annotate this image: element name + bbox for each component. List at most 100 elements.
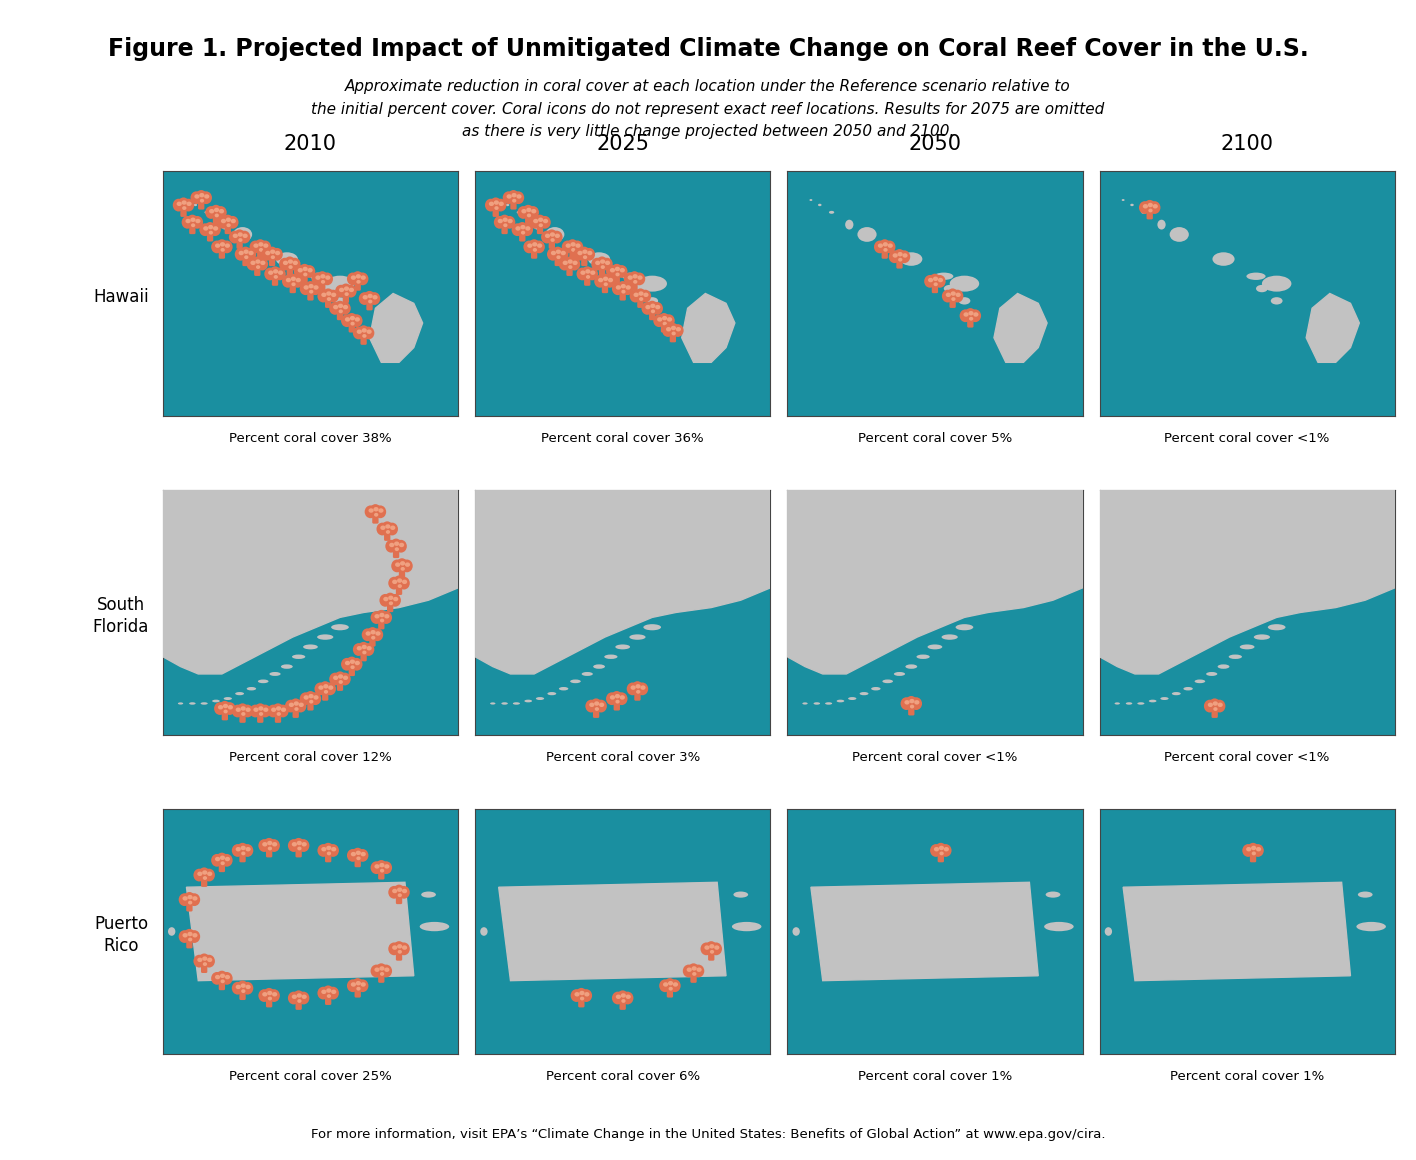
- Ellipse shape: [327, 290, 338, 303]
- Ellipse shape: [620, 284, 626, 289]
- Ellipse shape: [232, 844, 244, 857]
- Ellipse shape: [310, 282, 321, 295]
- Ellipse shape: [222, 215, 234, 227]
- Ellipse shape: [1256, 847, 1262, 851]
- Ellipse shape: [204, 194, 210, 198]
- Ellipse shape: [259, 712, 263, 716]
- Ellipse shape: [633, 280, 637, 284]
- Text: Figure 1. Projected Impact of Unmitigated Climate Change on Coral Reef Cover in : Figure 1. Projected Impact of Unmitigate…: [108, 37, 1308, 61]
- Ellipse shape: [235, 985, 241, 989]
- Ellipse shape: [673, 983, 678, 987]
- Ellipse shape: [581, 254, 589, 261]
- Ellipse shape: [398, 585, 402, 588]
- Ellipse shape: [239, 247, 251, 260]
- Polygon shape: [370, 293, 422, 362]
- FancyBboxPatch shape: [321, 693, 329, 701]
- Ellipse shape: [361, 645, 367, 650]
- Ellipse shape: [303, 267, 307, 271]
- Ellipse shape: [344, 292, 348, 296]
- Ellipse shape: [848, 697, 857, 699]
- FancyBboxPatch shape: [1147, 211, 1153, 219]
- Ellipse shape: [600, 266, 605, 269]
- Ellipse shape: [1104, 927, 1112, 936]
- Ellipse shape: [266, 247, 278, 260]
- Ellipse shape: [341, 291, 350, 298]
- Ellipse shape: [542, 219, 548, 223]
- Text: Percent coral cover 38%: Percent coral cover 38%: [229, 432, 392, 445]
- FancyBboxPatch shape: [637, 299, 643, 307]
- Ellipse shape: [200, 960, 208, 967]
- Text: Percent coral cover 12%: Percent coral cover 12%: [229, 751, 392, 764]
- Ellipse shape: [1148, 201, 1161, 213]
- Ellipse shape: [521, 209, 527, 213]
- Ellipse shape: [937, 278, 943, 282]
- Ellipse shape: [668, 981, 673, 986]
- Ellipse shape: [300, 693, 312, 705]
- Ellipse shape: [304, 691, 316, 704]
- Ellipse shape: [313, 695, 319, 699]
- Ellipse shape: [270, 274, 279, 281]
- Ellipse shape: [607, 278, 613, 282]
- Ellipse shape: [643, 624, 661, 630]
- Ellipse shape: [1160, 697, 1168, 699]
- Ellipse shape: [346, 285, 357, 298]
- Ellipse shape: [1357, 922, 1386, 931]
- Ellipse shape: [582, 249, 588, 254]
- FancyBboxPatch shape: [1250, 854, 1256, 862]
- Ellipse shape: [547, 230, 558, 242]
- Ellipse shape: [1148, 209, 1153, 212]
- Ellipse shape: [255, 703, 266, 716]
- Ellipse shape: [183, 206, 187, 210]
- Ellipse shape: [497, 219, 503, 223]
- Ellipse shape: [535, 697, 544, 699]
- Ellipse shape: [362, 334, 367, 338]
- Ellipse shape: [1214, 708, 1218, 711]
- Ellipse shape: [690, 971, 698, 978]
- Ellipse shape: [595, 699, 607, 712]
- Ellipse shape: [663, 321, 667, 326]
- Ellipse shape: [317, 290, 329, 303]
- Ellipse shape: [964, 309, 976, 321]
- Ellipse shape: [321, 292, 327, 297]
- Ellipse shape: [351, 983, 355, 987]
- Ellipse shape: [810, 200, 813, 201]
- Ellipse shape: [943, 847, 949, 851]
- Ellipse shape: [1211, 705, 1219, 712]
- Ellipse shape: [234, 230, 245, 242]
- Ellipse shape: [592, 705, 600, 712]
- Ellipse shape: [368, 292, 381, 305]
- FancyBboxPatch shape: [372, 515, 378, 523]
- Ellipse shape: [539, 216, 551, 229]
- FancyBboxPatch shape: [882, 251, 888, 259]
- Ellipse shape: [202, 876, 207, 880]
- Ellipse shape: [278, 704, 289, 717]
- Ellipse shape: [513, 198, 517, 203]
- Ellipse shape: [221, 972, 232, 985]
- Ellipse shape: [258, 242, 263, 247]
- Ellipse shape: [365, 298, 374, 305]
- Ellipse shape: [321, 280, 326, 284]
- Ellipse shape: [1148, 203, 1153, 208]
- FancyBboxPatch shape: [569, 251, 576, 259]
- Ellipse shape: [392, 945, 398, 950]
- FancyBboxPatch shape: [337, 683, 343, 691]
- Ellipse shape: [881, 246, 889, 253]
- Ellipse shape: [326, 988, 331, 993]
- Ellipse shape: [221, 219, 229, 230]
- Ellipse shape: [898, 252, 903, 256]
- FancyBboxPatch shape: [348, 325, 355, 333]
- Ellipse shape: [624, 273, 636, 285]
- Ellipse shape: [302, 842, 307, 847]
- Ellipse shape: [515, 226, 521, 231]
- Ellipse shape: [194, 194, 200, 198]
- Ellipse shape: [222, 704, 228, 709]
- Ellipse shape: [667, 322, 678, 335]
- Ellipse shape: [588, 251, 592, 255]
- Ellipse shape: [1126, 702, 1133, 705]
- Ellipse shape: [969, 317, 973, 320]
- Ellipse shape: [940, 844, 952, 857]
- Ellipse shape: [265, 268, 276, 281]
- FancyBboxPatch shape: [950, 299, 956, 307]
- FancyBboxPatch shape: [290, 285, 296, 293]
- Ellipse shape: [297, 839, 309, 851]
